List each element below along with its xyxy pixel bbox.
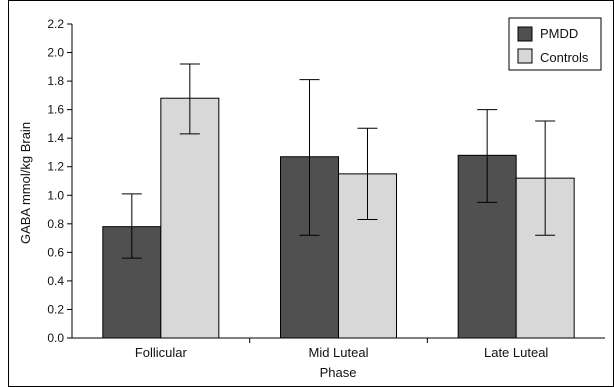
y-tick-label: 1.6 [47, 103, 64, 117]
y-tick-label: 0.2 [47, 302, 64, 316]
error-bars [121, 63, 556, 259]
y-tick-label: 2.2 [47, 17, 64, 31]
y-tick-label: 2.0 [47, 46, 64, 60]
legend-swatch-controls [517, 48, 533, 64]
y-tick-label: 0.6 [47, 245, 64, 259]
x-tick-label: Follicular [135, 345, 188, 360]
legend: PMDD Controls [508, 17, 602, 71]
y-tick-label: 1.2 [47, 160, 64, 174]
legend-swatch-pmdd [517, 26, 533, 42]
y-tick-label: 1.0 [47, 188, 64, 202]
y-axis-label: GABA mmol/kg Brain [18, 122, 33, 244]
y-tick-label: 1.8 [47, 74, 64, 88]
x-tick-label: Late Luteal [484, 345, 548, 360]
x-axis-label: Phase [320, 365, 357, 380]
legend-label-controls: Controls [540, 50, 589, 65]
y-tick-label: 0.8 [47, 217, 64, 231]
x-axis: Follicular Mid Luteal Late Luteal [135, 338, 548, 360]
x-tick-label: Mid Luteal [309, 345, 369, 360]
y-tick-label: 0.4 [47, 274, 64, 288]
y-tick-label: 1.4 [47, 131, 64, 145]
y-axis: 0.0 0.2 0.4 0.6 0.8 1.0 1.2 1.4 1.6 1.8 2.0 2.2 [47, 17, 72, 345]
y-tick-label: 0.0 [47, 331, 64, 345]
legend-label-pmdd: PMDD [540, 26, 578, 41]
